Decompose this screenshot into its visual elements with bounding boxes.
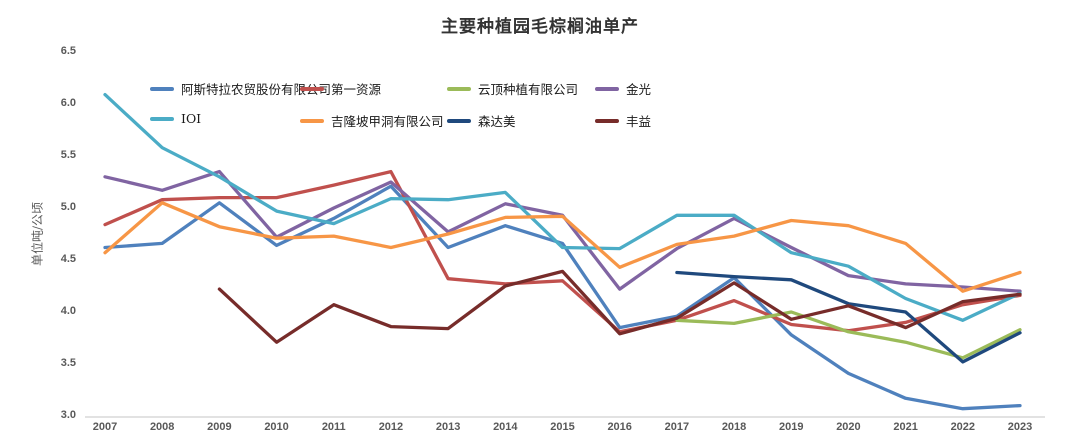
legend-item-first-resources: 第一资源 (300, 79, 381, 98)
legend-label: 森达美 (478, 114, 516, 129)
series-line-wilmar (217, 269, 1022, 344)
series-line-klk (103, 201, 1022, 293)
y-tick-label: 4.5 (60, 253, 76, 265)
x-tick-label: 2008 (149, 421, 175, 433)
legend-swatch-icon (595, 86, 619, 91)
legend-item-astra: 阿斯特拉农贸股份有限公司 (150, 79, 331, 98)
y-tick-label: 6.0 (60, 97, 76, 109)
x-tick-label: 2021 (893, 421, 918, 433)
legend-item-genting: 云顶种植有限公司 (447, 79, 578, 98)
legend-swatch-icon (150, 116, 174, 121)
x-tick-label: 2016 (607, 421, 632, 433)
series-line-first-resources (103, 169, 1022, 334)
series-line-sime-darby (675, 270, 1022, 364)
x-tick-label: 2020 (836, 421, 861, 433)
x-tick-label: 2013 (435, 421, 461, 433)
x-tick-label: 2010 (264, 421, 289, 433)
series-line-ioi (103, 92, 1022, 322)
legend-swatch-icon (447, 118, 471, 123)
x-tick-label: 2015 (550, 421, 575, 433)
series-line-genting (675, 310, 1022, 360)
x-tick-label: 2014 (493, 421, 518, 433)
legend-swatch-icon (300, 118, 324, 123)
x-tick-label: 2012 (378, 421, 404, 433)
legend-label: 第一资源 (331, 82, 382, 97)
y-tick-label: 3.5 (60, 357, 76, 369)
y-tick-label: 5.5 (60, 149, 76, 161)
legend-label: 云顶种植有限公司 (478, 82, 579, 97)
legend-swatch-icon (447, 86, 471, 91)
x-tick-label: 2018 (721, 421, 747, 433)
y-tick-label: 4.0 (60, 305, 76, 317)
x-tick-label: 2017 (664, 421, 690, 433)
x-tick-label: 2007 (92, 421, 118, 433)
legend-label: 阿斯特拉农贸股份有限公司 (181, 82, 332, 97)
y-tick-label: 3.0 (60, 409, 76, 421)
legend-item-ioi: IOI (150, 111, 201, 126)
chart-title: 主要种植园毛棕榈油单产 (441, 17, 639, 37)
legend-swatch-icon (595, 118, 619, 123)
legend-item-golden-agri: 金光 (595, 79, 651, 98)
legend-label: 吉隆坡甲洞有限公司 (331, 114, 444, 129)
y-tick-label: 5.0 (60, 201, 76, 213)
x-tick-label: 2019 (779, 421, 804, 433)
x-tick-label: 2009 (207, 421, 232, 433)
x-tick-label: 2011 (321, 421, 346, 433)
y-tick-label: 6.5 (60, 45, 76, 57)
series-line-astra (103, 184, 1022, 411)
legend-item-sime-darby: 森达美 (447, 111, 516, 130)
legend-label: 丰益 (626, 114, 652, 129)
legend-item-wilmar: 丰益 (595, 111, 651, 130)
legend-item-klk: 吉隆坡甲洞有限公司 (300, 111, 444, 130)
x-tick-label: 2023 (1007, 421, 1033, 433)
x-tick-label: 2022 (950, 421, 976, 433)
legend-label: IOI (181, 111, 202, 126)
legend-swatch-icon (300, 86, 324, 91)
legend-swatch-icon (150, 86, 174, 91)
legend-label: 金光 (626, 82, 652, 97)
